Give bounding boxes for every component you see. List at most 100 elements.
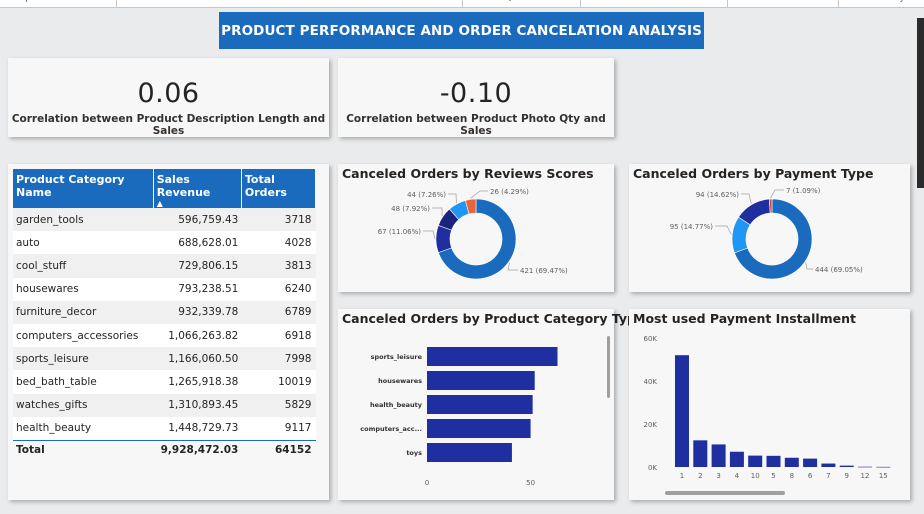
- donut-leader-line: [508, 263, 518, 270]
- cell-name: housewares: [13, 278, 153, 301]
- bar[interactable]: [693, 440, 707, 467]
- donut-leader-line: [715, 226, 731, 234]
- bar-category-label: housewares: [378, 377, 422, 385]
- x-tick-label: 1: [680, 472, 684, 480]
- bar-category-label: computers_acc...: [360, 425, 422, 433]
- bar-chart-category-type[interactable]: sports_leisure housewares health_beautycom…: [338, 309, 614, 500]
- header-category-name[interactable]: Product Category Name: [13, 169, 153, 208]
- ribbon-group-calculations[interactable]: Calculations: [760, 0, 815, 3]
- bar[interactable]: [427, 443, 512, 462]
- kpi-value: -0.10: [338, 78, 614, 109]
- ribbon-group-clipboard[interactable]: Clipboard: [14, 0, 57, 3]
- ribbon-group-data[interactable]: Data: [280, 0, 302, 3]
- table-row[interactable]: cool_stuff 729,806.15 3813: [13, 254, 316, 277]
- bar[interactable]: [767, 456, 781, 467]
- bar[interactable]: [840, 466, 854, 467]
- table-row[interactable]: sports_leisure 1,166,060.50 7998: [13, 347, 316, 370]
- chart-card-category-type: Canceled Orders by Product Category Type…: [338, 309, 614, 500]
- cell-name: computers_accessories: [13, 324, 153, 347]
- cell-name: watches_gifts: [13, 394, 153, 417]
- x-tick-label: 8: [790, 472, 794, 480]
- bar[interactable]: [730, 452, 744, 467]
- bar[interactable]: [427, 419, 531, 438]
- ribbon-strip: Clipboard Data Queries Insert Calculatio…: [0, 0, 924, 8]
- table-row[interactable]: housewares 793,238.51 6240: [13, 278, 316, 301]
- kpi-value: 0.06: [8, 78, 329, 109]
- sort-ascending-icon: ▲: [157, 200, 238, 208]
- donut-data-label: 444 (69.05%): [815, 266, 863, 274]
- donut-data-label: 26 (4.29%): [490, 188, 529, 196]
- x-tick-label: 15: [879, 472, 888, 480]
- y-tick-label: 40K: [644, 378, 658, 386]
- header-total-orders[interactable]: Total Orders: [241, 169, 315, 208]
- ribbon-group-queries[interactable]: Queries: [505, 0, 540, 3]
- cell-revenue: 793,238.51: [153, 278, 241, 301]
- donut-chart-reviews[interactable]: 421 (69.47%) 67 (11.06%) 48 (7.92%) 44 (7.2…: [338, 164, 614, 292]
- cell-revenue: 1,166,060.50: [153, 347, 241, 370]
- x-tick-label: 4: [735, 472, 740, 480]
- x-tick-label: 7: [826, 472, 830, 480]
- donut-data-label: 94 (14.62%): [696, 191, 740, 199]
- bar[interactable]: [803, 459, 817, 467]
- cell-orders: 6240: [241, 278, 315, 301]
- cell-revenue: 1,066,263.82: [153, 324, 241, 347]
- cell-orders: 4028: [241, 231, 315, 254]
- table-row[interactable]: watches_gifts 1,310,893.45 5829: [13, 394, 316, 417]
- bar[interactable]: [675, 355, 689, 467]
- donut-leader-line: [741, 194, 751, 204]
- chart-scrollbar-horizontal[interactable]: [665, 491, 785, 495]
- donut-leader-line: [423, 231, 435, 239]
- table-row[interactable]: computers_accessories 1,066,263.82 6918: [13, 324, 316, 347]
- cell-name: cool_stuff: [13, 254, 153, 277]
- table-row[interactable]: auto 688,628.01 4028: [13, 231, 316, 254]
- cell-revenue: 729,806.15: [153, 254, 241, 277]
- x-tick-label: 3: [716, 472, 720, 480]
- cell-orders: 9117: [241, 417, 315, 441]
- total-revenue: 9,928,472.03: [153, 440, 241, 459]
- report-title: PRODUCT PERFORMANCE AND ORDER CANCELATIO…: [219, 12, 704, 49]
- donut-leader-line: [470, 191, 488, 198]
- cell-revenue: 688,628.01: [153, 231, 241, 254]
- bar[interactable]: [427, 395, 533, 414]
- table-row[interactable]: furniture_decor 932,339.78 6789: [13, 301, 316, 324]
- cell-revenue: 932,339.78: [153, 301, 241, 324]
- chart-card-installments: Most used Payment Installment 0K 20K 40K 60…: [629, 309, 910, 500]
- table-row[interactable]: bed_bath_table 1,265,918.38 10019: [13, 370, 316, 393]
- kpi-card-description-length[interactable]: 0.06 Correlation between Product Descrip…: [8, 58, 329, 137]
- donut-data-label: 95 (14.77%): [670, 223, 714, 231]
- donut-chart-payment-type[interactable]: 444 (69.05%) 95 (14.77%) 94 (14.62%) 7 (1.0…: [629, 164, 910, 292]
- ribbon-group-insert[interactable]: Insert: [644, 0, 670, 3]
- bar[interactable]: [427, 347, 558, 366]
- bar[interactable]: [748, 456, 762, 467]
- y-tick-label: 0K: [648, 464, 657, 472]
- ribbon-group-sensitivity[interactable]: Sensitivity: [858, 0, 905, 3]
- bar[interactable]: [876, 467, 890, 468]
- total-orders: 64152: [241, 440, 315, 459]
- kpi-label: Correlation between Product Description …: [8, 113, 329, 137]
- bar[interactable]: [427, 371, 535, 390]
- table-row[interactable]: health_beauty 1,448,729.73 9117: [13, 417, 316, 441]
- donut-data-label: 44 (7.26%): [407, 191, 446, 199]
- donut-data-label: 7 (1.09%): [786, 187, 821, 195]
- cell-revenue: 1,448,729.73: [153, 417, 241, 441]
- cell-revenue: 596,759.43: [153, 208, 241, 231]
- donut-data-label: 48 (7.92%): [391, 205, 430, 213]
- table-row[interactable]: garden_tools 596,759.43 3718: [13, 208, 316, 231]
- donut-data-label: 421 (69.47%): [520, 267, 568, 275]
- category-table-card: Product Category Name Sales Revenue ▲ Tot…: [8, 164, 329, 500]
- donut-leader-line: [448, 194, 456, 203]
- kpi-card-photo-qty[interactable]: -0.10 Correlation between Product Photo …: [338, 58, 614, 137]
- donut-leader-line: [806, 262, 813, 269]
- bar[interactable]: [712, 444, 726, 467]
- bar[interactable]: [821, 464, 835, 467]
- bar[interactable]: [785, 458, 799, 467]
- chart-scrollbar-vertical[interactable]: [607, 336, 610, 398]
- header-sales-revenue[interactable]: Sales Revenue ▲: [153, 169, 241, 208]
- bar[interactable]: [858, 467, 872, 468]
- table-total-row: Total 9,928,472.03 64152: [13, 440, 316, 459]
- donut-data-label: 67 (11.06%): [378, 228, 422, 236]
- chart-card-reviews: Canceled Orders by Reviews Scores 421 (6…: [338, 164, 614, 292]
- y-tick-label: 20K: [644, 421, 658, 429]
- cell-revenue: 1,265,918.38: [153, 370, 241, 393]
